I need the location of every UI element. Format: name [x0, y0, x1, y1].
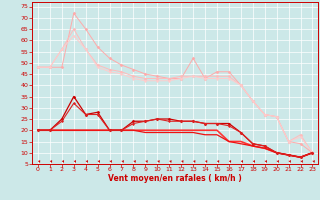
- X-axis label: Vent moyen/en rafales ( km/h ): Vent moyen/en rafales ( km/h ): [108, 174, 242, 183]
